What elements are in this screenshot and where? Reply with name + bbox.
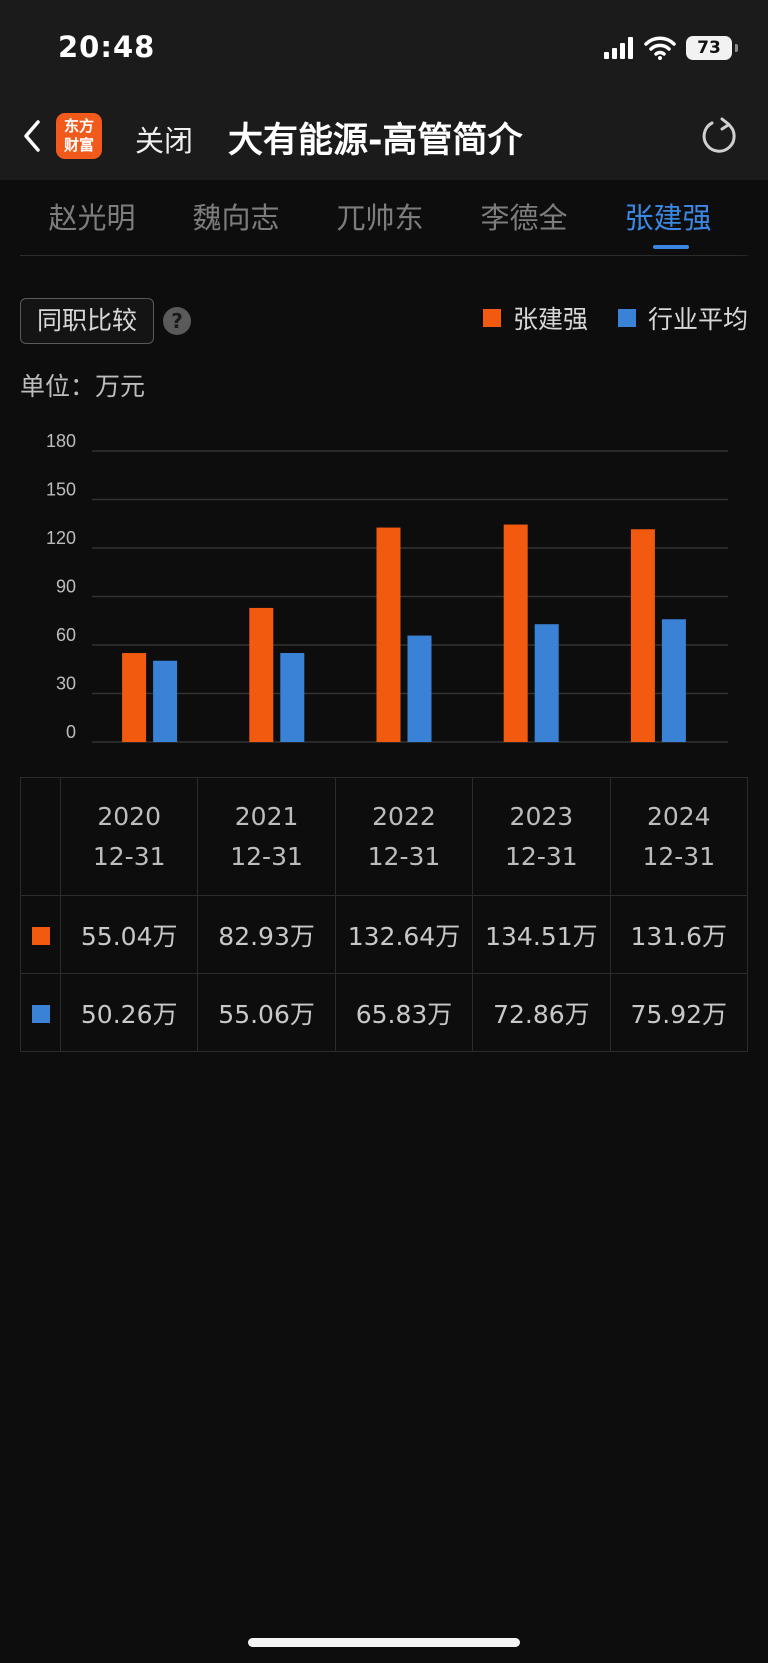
y-tick-label: 60 <box>56 625 76 645</box>
compensation-bar-chart: 180 150 120 90 60 30 0 <box>46 431 728 743</box>
refresh-icon[interactable] <box>700 116 740 156</box>
table-cell: 65.83万 <box>334 973 474 1052</box>
tab-executive-4[interactable]: 李德全 <box>480 201 568 235</box>
table-row-industry-average: 50.26万 55.06万 65.83万 72.86万 75.92万 <box>20 973 749 1052</box>
table-row-executive: 55.04万 82.93万 132.64万 134.51万 131.6万 <box>20 895 749 974</box>
bar-executive-2020-12-31[interactable] <box>122 653 147 742</box>
bar-executive-2024-12-31[interactable] <box>630 529 655 742</box>
legend-label-executive: 张建强 <box>512 305 588 334</box>
table-header-cell: 2020 12-31 <box>59 777 199 896</box>
logo-line-2: 财富 <box>63 136 94 154</box>
legend-label-industry-average: 行业平均 <box>647 305 748 334</box>
tab-executive-3[interactable]: 兀帅东 <box>336 201 424 235</box>
back-arrow-icon[interactable] <box>18 116 48 156</box>
bar-executive-2023-12-31[interactable] <box>503 524 528 742</box>
table-cell: 75.92万 <box>609 973 749 1052</box>
wifi-icon <box>644 36 676 60</box>
table-cell: 50.26万 <box>59 973 199 1052</box>
status-time: 20:48 <box>58 30 156 64</box>
same-position-compare-button[interactable]: 同职比较 <box>20 298 154 344</box>
table-header-cell: 2023 12-31 <box>472 777 611 896</box>
table-header-cell: 2021 12-31 <box>197 777 336 896</box>
battery-indicator: 73 <box>686 36 738 60</box>
bar-executive-2021-12-31[interactable] <box>249 607 274 742</box>
executive-tabs: 赵光明 魏向志 兀帅东 李德全 张建强 <box>20 180 748 256</box>
y-tick-label: 180 <box>46 431 76 451</box>
legend-swatch-industry-average <box>617 309 636 327</box>
row-swatch-executive <box>31 927 50 945</box>
page-title: 大有能源-高管简介 <box>228 121 523 161</box>
tab-executive-2[interactable]: 魏向志 <box>192 201 280 235</box>
table-cell: 82.93万 <box>197 895 336 974</box>
close-button[interactable]: 关闭 <box>135 124 194 158</box>
bar-executive-2022-12-31[interactable] <box>376 527 401 742</box>
y-tick-label: 150 <box>46 480 76 500</box>
table-cell: 55.06万 <box>197 973 336 1052</box>
status-icons: 73 <box>604 36 738 60</box>
y-tick-label: 30 <box>56 674 76 694</box>
table-cell: 132.64万 <box>334 895 474 974</box>
bar-industry-average-2023-12-31[interactable] <box>534 624 559 742</box>
bar-industry-average-2020-12-31[interactable] <box>153 660 178 742</box>
table-row-swatch-cell <box>20 895 61 974</box>
table-cell: 72.86万 <box>472 973 611 1052</box>
chart-legend: 张建强 行业平均 <box>482 300 748 336</box>
app-logo: 东方 财富 <box>56 113 102 159</box>
table-header-cell: 2024 12-31 <box>609 777 749 896</box>
y-tick-label: 0 <box>66 722 76 742</box>
tab-executive-1[interactable]: 赵光明 <box>48 201 136 235</box>
status-bar: 20:48 73 <box>0 0 768 100</box>
legend-item-executive: 张建强 <box>482 300 588 336</box>
y-tick-label: 120 <box>46 528 76 548</box>
legend-swatch-executive <box>482 309 501 327</box>
tab-scroll-fade <box>738 180 768 256</box>
table-cell: 134.51万 <box>472 895 611 974</box>
help-icon[interactable]: ? <box>163 307 191 335</box>
table-header-row: 2020 12-31 2021 12-31 2022 12-31 2023 12-31 … <box>20 777 749 896</box>
unit-label: 单位：万元 <box>20 372 146 401</box>
data-table: 2020 12-31 2021 12-31 2022 12-31 2023 12-31 … <box>20 777 749 1052</box>
bar-industry-average-2024-12-31[interactable] <box>661 619 686 742</box>
bar-industry-average-2021-12-31[interactable] <box>280 652 305 742</box>
bar-industry-average-2022-12-31[interactable] <box>407 635 432 742</box>
row-swatch-industry-average <box>31 1005 50 1023</box>
logo-line-1: 东方 <box>63 117 94 135</box>
tab-executive-5[interactable]: 张建强 <box>596 180 740 255</box>
table-header-cell: 2022 12-31 <box>334 777 474 896</box>
table-corner-cell <box>20 777 61 896</box>
table-row-swatch-cell <box>20 973 61 1052</box>
nav-bar <box>0 100 768 180</box>
y-tick-label: 90 <box>56 577 76 597</box>
legend-item-industry-average: 行业平均 <box>617 300 748 336</box>
table-cell: 55.04万 <box>59 895 199 974</box>
home-indicator <box>248 1638 520 1647</box>
table-cell: 131.6万 <box>609 895 749 974</box>
cellular-signal-icon <box>604 37 633 59</box>
